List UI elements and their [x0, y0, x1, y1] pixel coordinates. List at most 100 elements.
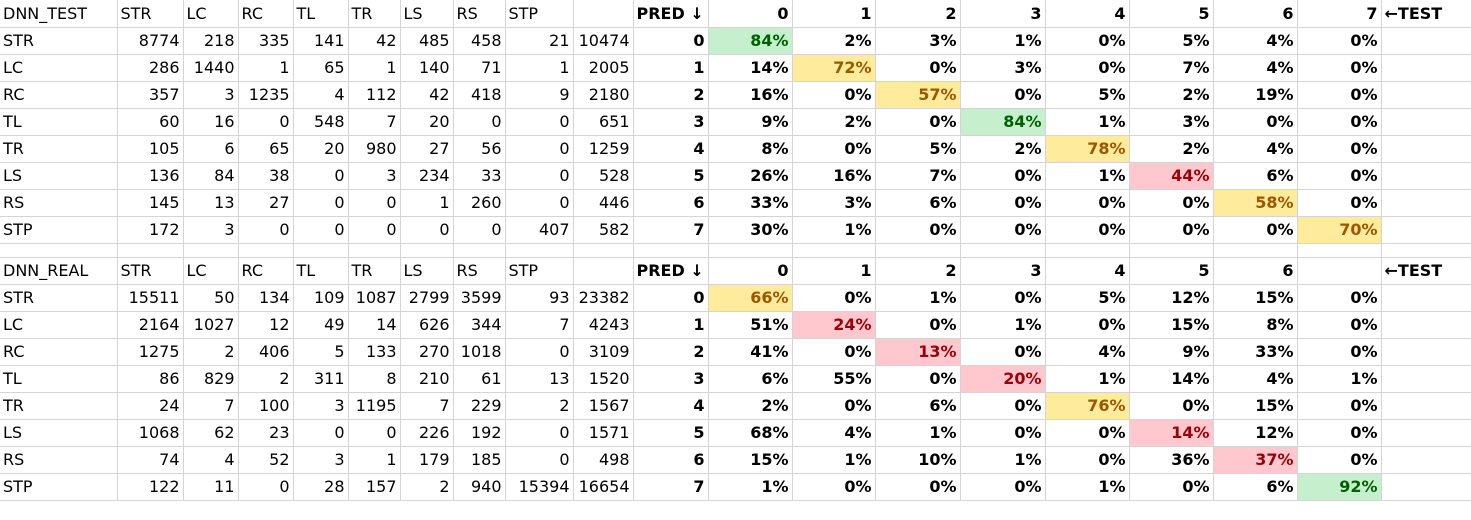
pred-header-cell[interactable]: PRED ↓	[633, 0, 709, 28]
percent-cell[interactable]: 0%	[960, 338, 1046, 366]
percent-cell[interactable]: 1%	[1045, 108, 1130, 136]
percent-cell[interactable]: 24%	[792, 311, 876, 339]
empty-cell[interactable]	[708, 243, 793, 258]
empty-cell[interactable]	[1297, 243, 1382, 258]
column-header-cell[interactable]: RS	[453, 257, 506, 285]
percent-cell[interactable]: 0%	[1129, 216, 1214, 244]
test-class-header-cell[interactable]: 1	[792, 0, 876, 28]
count-cell[interactable]: 27	[238, 189, 294, 217]
count-cell[interactable]: 344	[453, 311, 506, 339]
percent-cell[interactable]: 4%	[1213, 27, 1298, 55]
count-cell[interactable]: 7	[400, 392, 454, 420]
empty-cell[interactable]	[792, 243, 876, 258]
percent-cell[interactable]: 0%	[792, 284, 876, 312]
test-class-header-cell[interactable]: 4	[1045, 0, 1130, 28]
percent-cell[interactable]: 0%	[1297, 108, 1382, 136]
empty-cell[interactable]	[1381, 135, 1471, 163]
count-cell[interactable]: 0	[238, 108, 294, 136]
count-cell[interactable]: 136	[117, 162, 184, 190]
percent-cell[interactable]: 12%	[1129, 284, 1214, 312]
percent-cell[interactable]: 72%	[792, 54, 876, 82]
column-header-cell[interactable]: TR	[348, 0, 401, 28]
row-label-cell[interactable]: RC	[0, 81, 118, 109]
percent-cell[interactable]: 0%	[1297, 392, 1382, 420]
percent-cell[interactable]: 26%	[708, 162, 793, 190]
pred-index-cell[interactable]: 0	[633, 27, 709, 55]
pred-index-cell[interactable]: 1	[633, 311, 709, 339]
percent-cell[interactable]: 1%	[1045, 162, 1130, 190]
empty-cell[interactable]	[293, 243, 349, 258]
count-cell[interactable]: 20	[400, 108, 454, 136]
count-cell[interactable]: 15394	[505, 473, 574, 501]
pred-index-cell[interactable]: 3	[633, 108, 709, 136]
percent-cell[interactable]: 0%	[1213, 216, 1298, 244]
row-label-cell[interactable]: LS	[0, 162, 118, 190]
empty-cell[interactable]	[573, 243, 634, 258]
count-cell[interactable]: 12	[238, 311, 294, 339]
percent-cell[interactable]: 5%	[1129, 27, 1214, 55]
empty-cell[interactable]	[117, 243, 184, 258]
empty-cell[interactable]	[875, 243, 961, 258]
test-header-cell[interactable]: ←TEST	[1381, 0, 1471, 28]
row-label-cell[interactable]: STP	[0, 473, 118, 501]
percent-cell[interactable]: 51%	[708, 311, 793, 339]
count-cell[interactable]: 4	[293, 81, 349, 109]
percent-cell[interactable]: 3%	[875, 27, 961, 55]
percent-cell[interactable]: 15%	[708, 446, 793, 474]
row-total-cell[interactable]: 10474	[573, 27, 634, 55]
percent-cell[interactable]: 33%	[708, 189, 793, 217]
empty-cell[interactable]	[1381, 284, 1471, 312]
percent-cell[interactable]: 4%	[1045, 338, 1130, 366]
percent-cell[interactable]: 78%	[1045, 135, 1130, 163]
row-total-cell[interactable]: 4243	[573, 311, 634, 339]
percent-cell[interactable]: 0%	[875, 365, 961, 393]
count-cell[interactable]: 0	[293, 162, 349, 190]
count-cell[interactable]: 1	[348, 54, 401, 82]
count-cell[interactable]: 1	[348, 446, 401, 474]
empty-cell[interactable]	[348, 243, 401, 258]
count-cell[interactable]: 7	[505, 311, 574, 339]
count-cell[interactable]: 218	[183, 27, 239, 55]
percent-cell[interactable]: 1%	[960, 27, 1046, 55]
column-header-cell[interactable]: LC	[183, 0, 239, 28]
count-cell[interactable]: 16	[183, 108, 239, 136]
count-cell[interactable]: 134	[238, 284, 294, 312]
count-cell[interactable]: 9	[505, 81, 574, 109]
test-class-header-cell[interactable]: 6	[1213, 257, 1298, 285]
percent-cell[interactable]: 5%	[875, 135, 961, 163]
row-label-cell[interactable]: TL	[0, 108, 118, 136]
pred-index-cell[interactable]: 7	[633, 216, 709, 244]
count-cell[interactable]: 2799	[400, 284, 454, 312]
count-cell[interactable]: 226	[400, 419, 454, 447]
count-cell[interactable]: 1195	[348, 392, 401, 420]
count-cell[interactable]: 1	[400, 189, 454, 217]
percent-cell[interactable]: 0%	[875, 216, 961, 244]
column-header-cell[interactable]: TL	[293, 257, 349, 285]
test-class-header-cell[interactable]: 7	[1297, 0, 1382, 28]
empty-cell[interactable]	[1381, 54, 1471, 82]
empty-cell[interactable]	[1381, 419, 1471, 447]
percent-cell[interactable]: 14%	[708, 54, 793, 82]
percent-cell[interactable]: 0%	[960, 419, 1046, 447]
percent-cell[interactable]: 8%	[1213, 311, 1298, 339]
count-cell[interactable]: 38	[238, 162, 294, 190]
count-cell[interactable]: 5	[293, 338, 349, 366]
percent-cell[interactable]: 0%	[1297, 189, 1382, 217]
percent-cell[interactable]: 92%	[1297, 473, 1382, 501]
count-cell[interactable]: 7	[183, 392, 239, 420]
percent-cell[interactable]: 0%	[960, 189, 1046, 217]
count-cell[interactable]: 335	[238, 27, 294, 55]
count-cell[interactable]: 122	[117, 473, 184, 501]
pred-index-cell[interactable]: 2	[633, 81, 709, 109]
count-cell[interactable]: 100	[238, 392, 294, 420]
count-cell[interactable]: 548	[293, 108, 349, 136]
count-cell[interactable]: 7	[348, 108, 401, 136]
pred-index-cell[interactable]: 2	[633, 338, 709, 366]
percent-cell[interactable]: 6%	[708, 365, 793, 393]
column-header-cell[interactable]: RC	[238, 0, 294, 28]
percent-cell[interactable]: 0%	[1297, 54, 1382, 82]
pred-index-cell[interactable]: 6	[633, 446, 709, 474]
pred-index-cell[interactable]: 0	[633, 284, 709, 312]
row-label-cell[interactable]: LS	[0, 419, 118, 447]
row-total-cell[interactable]: 651	[573, 108, 634, 136]
